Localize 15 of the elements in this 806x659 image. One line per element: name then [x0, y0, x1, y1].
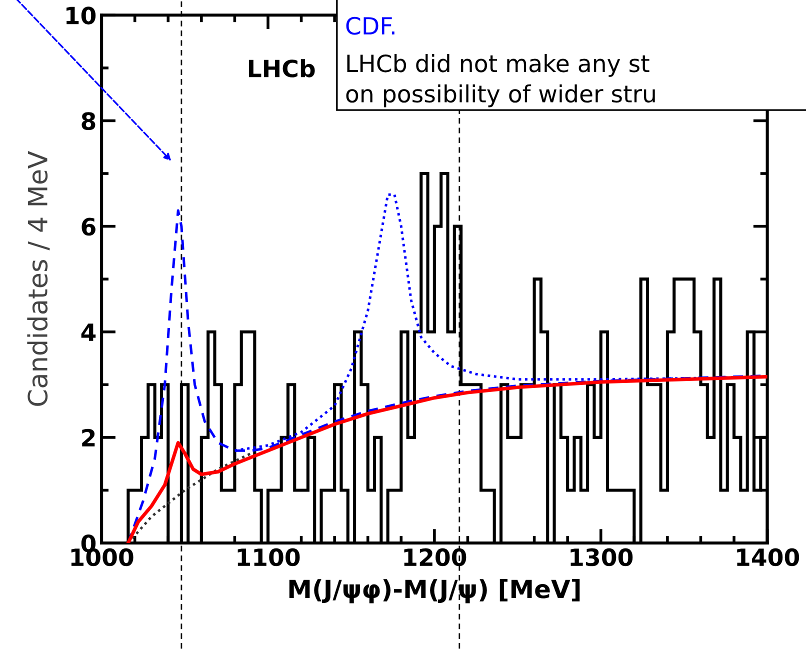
x-tick-label: 1200: [404, 548, 466, 566]
annotation: CDF.: [346, 16, 394, 35]
x-tick-label: 1100: [238, 548, 300, 566]
x-axis-title: M(J/ψφ)-M(J/ψ) [MeV]: [289, 579, 580, 604]
annotation: LHCb: [248, 59, 315, 78]
annotation: LHCb did not make any st: [347, 54, 650, 77]
y-tick-label: 8: [82, 112, 96, 130]
annotation: on possibility of wider stru: [346, 84, 655, 108]
y-tick-label: 4: [81, 324, 96, 341]
x-tick-label: 1400: [737, 548, 800, 566]
x-tick-label: 1300: [570, 548, 633, 566]
y-tick-label: 2: [82, 428, 95, 446]
y-tick-label: 6: [82, 218, 96, 236]
y-tick-label: 10: [66, 6, 96, 24]
y-axis-title: Candidates / 4 MeV: [27, 151, 50, 406]
